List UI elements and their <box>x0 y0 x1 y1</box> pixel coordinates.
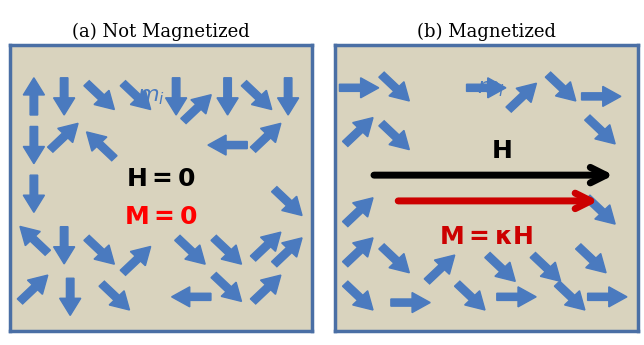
FancyArrow shape <box>585 195 615 224</box>
FancyArrow shape <box>20 226 50 255</box>
FancyArrow shape <box>251 232 281 261</box>
FancyArrow shape <box>60 278 80 315</box>
FancyArrow shape <box>211 235 242 264</box>
FancyArrow shape <box>120 81 151 110</box>
FancyArrow shape <box>585 115 615 144</box>
Text: $m_i$: $m_i$ <box>137 86 165 107</box>
FancyArrow shape <box>166 78 187 115</box>
Text: $m_i$: $m_i$ <box>477 77 505 99</box>
FancyArrow shape <box>530 253 561 282</box>
FancyArrow shape <box>53 78 75 115</box>
FancyArrow shape <box>181 95 211 124</box>
FancyArrow shape <box>379 244 410 273</box>
FancyArrow shape <box>278 78 299 115</box>
Text: $\mathbf{H = 0}$: $\mathbf{H = 0}$ <box>126 167 196 191</box>
FancyArrow shape <box>576 244 606 273</box>
FancyArrow shape <box>86 132 117 161</box>
FancyArrow shape <box>582 86 621 106</box>
FancyArrow shape <box>217 78 238 115</box>
FancyArrow shape <box>251 275 281 304</box>
FancyArrow shape <box>391 293 430 313</box>
FancyArrow shape <box>343 281 373 310</box>
FancyArrow shape <box>379 121 410 150</box>
Text: $\mathbf{M = 0}$: $\mathbf{M = 0}$ <box>124 205 198 229</box>
FancyArrow shape <box>171 287 211 307</box>
FancyArrow shape <box>242 81 272 110</box>
FancyArrow shape <box>497 287 536 307</box>
FancyArrow shape <box>84 235 115 264</box>
FancyArrow shape <box>23 127 44 164</box>
FancyArrow shape <box>379 72 410 101</box>
FancyArrow shape <box>424 255 455 284</box>
FancyArrow shape <box>23 175 44 213</box>
FancyArrow shape <box>343 238 373 267</box>
FancyArrow shape <box>485 253 515 282</box>
Text: $\mathbf{H}$: $\mathbf{H}$ <box>491 139 512 163</box>
FancyArrow shape <box>48 123 78 152</box>
FancyArrow shape <box>343 118 373 146</box>
FancyArrow shape <box>99 281 129 310</box>
FancyArrow shape <box>466 78 506 98</box>
FancyArrow shape <box>272 187 302 216</box>
FancyArrow shape <box>208 135 247 155</box>
FancyArrow shape <box>175 235 205 264</box>
Text: (a) Not Magnetized: (a) Not Magnetized <box>72 23 250 41</box>
FancyArrow shape <box>251 123 281 152</box>
FancyArrow shape <box>53 227 75 264</box>
FancyArrow shape <box>23 78 44 115</box>
FancyArrow shape <box>343 198 373 227</box>
FancyArrow shape <box>211 273 242 302</box>
FancyArrow shape <box>84 81 115 110</box>
FancyArrow shape <box>554 281 585 310</box>
FancyArrow shape <box>272 238 302 267</box>
FancyArrow shape <box>587 287 627 307</box>
FancyArrow shape <box>545 72 576 101</box>
FancyArrow shape <box>120 246 151 275</box>
Text: $\mathbf{M = \kappa H}$: $\mathbf{M = \kappa H}$ <box>439 225 533 249</box>
FancyArrow shape <box>455 281 485 310</box>
Text: (b) Magnetized: (b) Magnetized <box>417 23 556 41</box>
FancyArrow shape <box>506 83 536 112</box>
FancyArrow shape <box>339 78 379 98</box>
FancyArrow shape <box>17 275 48 304</box>
